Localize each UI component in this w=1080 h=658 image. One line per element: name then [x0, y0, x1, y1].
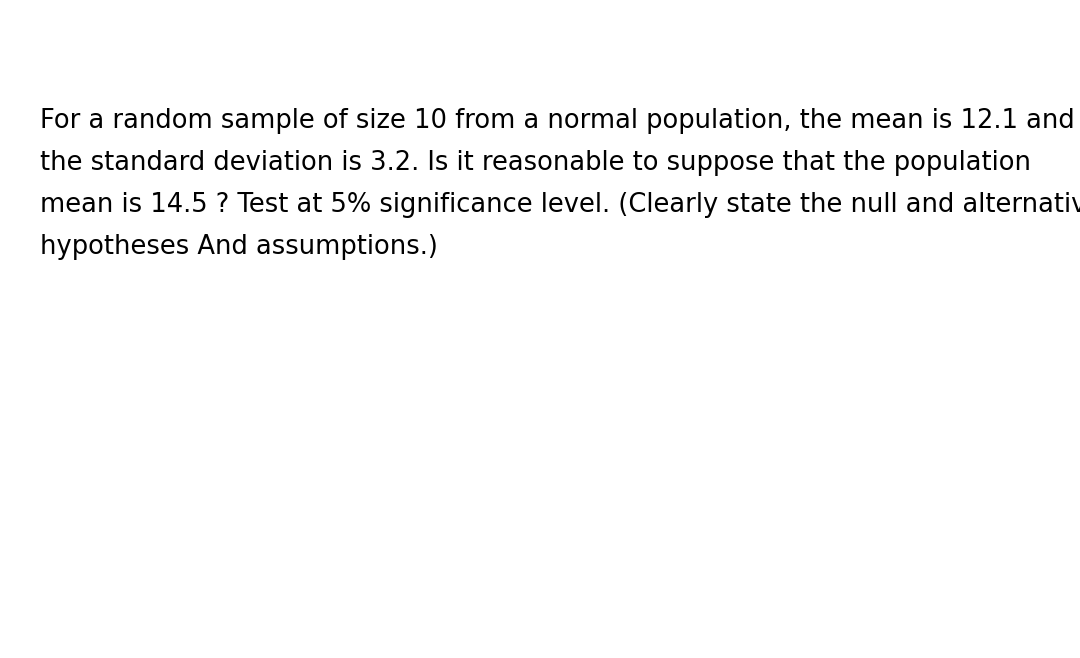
Text: mean is 14.5 ? Test at 5% significance level. (Clearly state the null and altern: mean is 14.5 ? Test at 5% significance l… [40, 192, 1080, 218]
Text: hypotheses And assumptions.): hypotheses And assumptions.) [40, 234, 437, 260]
Text: For a random sample of size 10 from a normal population, the mean is 12.1 and: For a random sample of size 10 from a no… [40, 108, 1075, 134]
Text: the standard deviation is 3.2. Is it reasonable to suppose that the population: the standard deviation is 3.2. Is it rea… [40, 150, 1031, 176]
